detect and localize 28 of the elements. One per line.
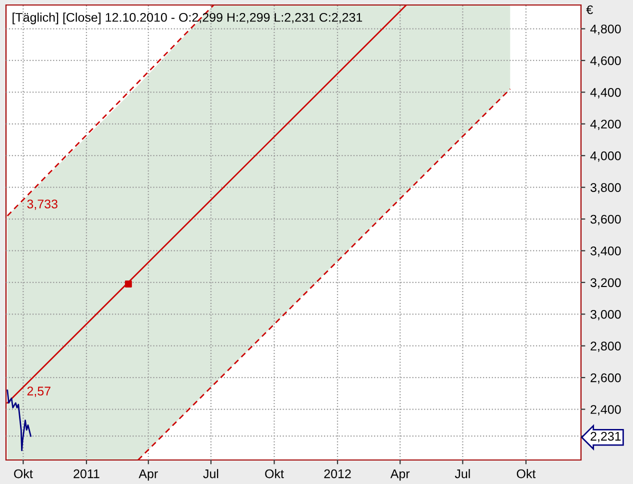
y-tick-label: 2,400 (590, 405, 621, 416)
x-tick-label: Apr (138, 469, 158, 481)
y-tick-label: 2,231 (590, 432, 621, 442)
y-tick-label: 4,400 (590, 88, 621, 98)
y-tick-label: 4,000 (590, 151, 621, 162)
y-tick-label: 3,400 (590, 246, 621, 257)
x-tick-label: 2011 (74, 469, 100, 478)
y-tick-label: 3,600 (590, 214, 621, 226)
y-tick-label: 2,600 (590, 373, 621, 384)
line-series (6, 5, 407, 404)
y-tick-label: 3,200 (590, 278, 621, 289)
y-tick-label: 3,800 (590, 183, 621, 194)
x-tick-label: Jul (203, 469, 218, 478)
x-tick-label: Okt (265, 469, 284, 478)
y-axis-title: € (586, 5, 593, 14)
x-tick-label: Okt (14, 469, 33, 478)
text: [Täglich] [Close] 12.10.2010 - O:2,299 H:2,299 L:2,231 C:2,231 (12, 12, 362, 24)
y-tick-label: 4,600 (590, 56, 621, 67)
y-tick-label: 3,000 (590, 310, 621, 320)
y-tick-label: 4,200 (590, 120, 621, 130)
x-tick-label: Jul (454, 469, 470, 478)
annotation: 3,733 (27, 200, 58, 210)
x-tick-label: 2012 (324, 469, 351, 478)
y-tick-label: 2,800 (590, 342, 621, 352)
annotation: 2,57 (27, 386, 50, 397)
y-tick-label: 4,800 (590, 24, 621, 35)
x-tick-label: Apr (390, 469, 410, 481)
x-tick-label: Okt (516, 469, 536, 478)
